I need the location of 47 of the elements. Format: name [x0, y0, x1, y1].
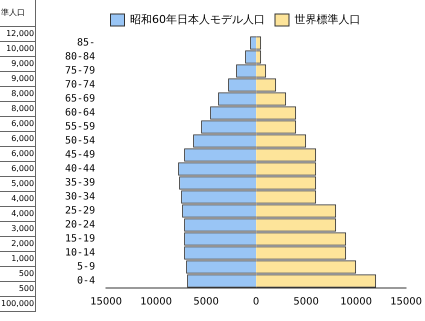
text: 5,000 — [0, 176, 36, 192]
x-tick-label: 5000 — [293, 296, 319, 308]
y-tick-label: 30-34 — [64, 192, 96, 203]
y-tick-label: 50-54 — [64, 136, 96, 147]
y-tick-label: 75-79 — [64, 66, 96, 77]
y-tick-label: 70-74 — [64, 80, 96, 91]
text: 1,000 — [0, 252, 36, 266]
y-tick-label: 10-14 — [64, 248, 96, 259]
text: 100,000 — [0, 296, 36, 312]
text: 10,000 — [0, 42, 36, 56]
x-tick-label: 5000 — [193, 296, 219, 308]
x-tick-label: 15000 — [90, 296, 122, 308]
legend-label: 昭和60年日本人モデル人口 — [130, 12, 265, 26]
text: 準人口 — [0, 0, 36, 26]
y-tick-label: 45-49 — [64, 150, 96, 161]
text: 9,000 — [0, 56, 36, 72]
text: 6,000 — [0, 162, 36, 176]
text: 3,000 — [0, 222, 36, 236]
y-tick-label: 65-69 — [64, 94, 96, 105]
x-tick-label: 10000 — [340, 296, 372, 308]
text: 4,000 — [0, 192, 36, 206]
x-tick-label: 15000 — [390, 296, 422, 308]
text: 6,000 — [0, 132, 36, 146]
y-tick-label: 25-29 — [64, 206, 96, 217]
y-tick-label: 80-84 — [64, 52, 96, 63]
y-tick-label: 5-9 — [77, 262, 96, 273]
y-tick-label: 20-24 — [64, 220, 96, 231]
text: 8,000 — [0, 102, 36, 116]
text: 9,000 — [0, 72, 36, 86]
y-tick-label: 55-59 — [64, 122, 96, 133]
text: 8,000 — [0, 86, 36, 102]
y-tick-label: 60-64 — [64, 108, 96, 119]
x-tick-label: 0 — [252, 296, 260, 308]
y-tick-label: 0-4 — [77, 276, 96, 287]
text: 4,000 — [0, 206, 36, 222]
text: 6,000 — [0, 146, 36, 162]
y-tick-label: 85- — [77, 38, 96, 49]
text: 12,000 — [0, 26, 36, 42]
text: 500 — [0, 266, 36, 282]
text: 500 — [0, 282, 36, 296]
y-tick-label: 15-19 — [64, 234, 96, 245]
x-tick-label: 10000 — [140, 296, 172, 308]
legend-label: 世界標準人口 — [294, 12, 360, 26]
y-tick-label: 40-44 — [64, 164, 96, 175]
text: 6,000 — [0, 116, 36, 132]
y-tick-label: 35-39 — [64, 178, 96, 189]
text: 2,000 — [0, 236, 36, 252]
